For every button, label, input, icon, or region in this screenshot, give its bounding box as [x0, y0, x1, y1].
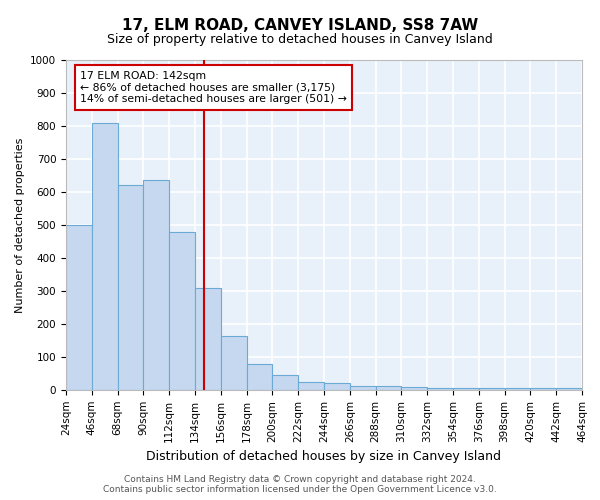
Bar [505, 388, 530, 390]
Bar [195, 288, 221, 390]
Text: 17 ELM ROAD: 142sqm
← 86% of detached houses are smaller (3,175)
14% of semi-det: 17 ELM ROAD: 142sqm ← 86% of detached ho… [80, 71, 347, 104]
Text: Contains HM Land Registry data © Crown copyright and database right 2024.
Contai: Contains HM Land Registry data © Crown c… [103, 474, 497, 494]
Bar [556, 388, 582, 390]
X-axis label: Distribution of detached houses by size in Canvey Island: Distribution of detached houses by size … [146, 450, 502, 463]
Bar [376, 386, 401, 390]
Bar [479, 388, 505, 390]
Bar [118, 186, 143, 390]
Bar [272, 376, 298, 390]
Y-axis label: Number of detached properties: Number of detached properties [14, 138, 25, 312]
Bar [401, 387, 427, 390]
Bar [143, 180, 169, 390]
Text: 17, ELM ROAD, CANVEY ISLAND, SS8 7AW: 17, ELM ROAD, CANVEY ISLAND, SS8 7AW [122, 18, 478, 32]
Bar [453, 388, 479, 390]
Bar [530, 388, 556, 390]
Bar [298, 382, 324, 390]
Bar [247, 364, 272, 390]
Bar [221, 336, 247, 390]
Bar [169, 232, 195, 390]
Bar [66, 225, 92, 390]
Bar [427, 388, 453, 390]
Text: Size of property relative to detached houses in Canvey Island: Size of property relative to detached ho… [107, 32, 493, 46]
Bar [350, 386, 376, 390]
Bar [92, 122, 118, 390]
Bar [324, 384, 350, 390]
